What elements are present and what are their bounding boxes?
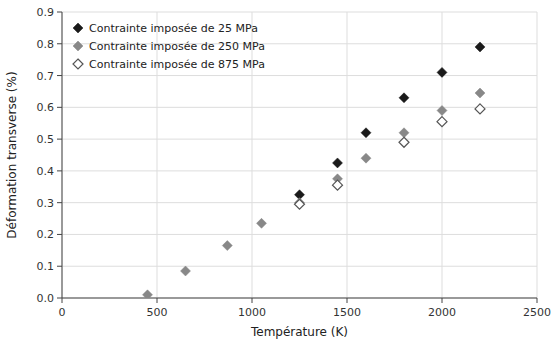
tick-label: 0.6 [37, 101, 55, 114]
tick [57, 43, 62, 44]
tick [347, 298, 348, 303]
point [475, 104, 485, 114]
point [399, 137, 409, 147]
series [295, 104, 486, 209]
tick-label: 0.4 [37, 165, 55, 178]
point [181, 266, 191, 276]
legend-marker [73, 41, 83, 51]
grid-line [62, 12, 537, 13]
tick [57, 107, 62, 108]
grid-line [62, 107, 537, 108]
grid-line [347, 12, 348, 298]
point [475, 88, 485, 98]
grid-line [442, 12, 443, 298]
grid-line [62, 139, 537, 140]
tick [57, 234, 62, 235]
tick [57, 170, 62, 171]
tick [442, 298, 443, 303]
point [143, 290, 153, 298]
points [143, 42, 486, 298]
grid-line [62, 234, 537, 235]
point [437, 67, 447, 77]
point [295, 199, 305, 209]
point [437, 106, 447, 116]
legend-label: Contrainte imposée de 875 MPa [89, 58, 265, 71]
point [399, 128, 409, 138]
legend-marker [73, 59, 83, 69]
tick-label: 1000 [238, 306, 266, 319]
point [333, 180, 343, 190]
point [257, 218, 267, 228]
grid-line [537, 12, 538, 298]
x-axis-label: Température (K) [250, 325, 348, 339]
grid-line [62, 75, 537, 76]
axes: 0.0 0.1 0.2 0.3 0.4 0.5 0.6 0.7 0.8 0.9 0 500 1000 15… [37, 6, 552, 319]
tick-label: 0.9 [37, 6, 55, 19]
legend-label: Contrainte imposée de 250 MPa [89, 40, 265, 53]
tick-label: 0.1 [37, 260, 55, 273]
point [361, 153, 371, 163]
grid-line [252, 12, 253, 298]
grid-line [62, 266, 537, 267]
grid [62, 12, 537, 298]
point [475, 42, 485, 52]
tick [57, 12, 62, 13]
tick-label: 0.0 [37, 292, 55, 305]
tick [157, 298, 158, 303]
tick [57, 298, 62, 299]
tick [62, 298, 63, 303]
tick-label: 0.7 [37, 70, 55, 83]
grid-line [62, 170, 537, 171]
tick [57, 75, 62, 76]
point [361, 128, 371, 138]
y-axis [62, 12, 63, 298]
tick-label: 2500 [523, 306, 551, 319]
point [222, 241, 232, 251]
grid-line [157, 12, 158, 298]
series [295, 42, 486, 200]
grid-line [62, 12, 63, 298]
tick [57, 202, 62, 203]
point [399, 93, 409, 103]
point [333, 158, 343, 168]
tick-label: 0.8 [37, 38, 55, 51]
tick [252, 298, 253, 303]
background [0, 0, 555, 344]
y-axis-label: Déformation transverse (%) [5, 71, 19, 238]
tick-label: 0.2 [37, 228, 55, 241]
grid-line [62, 298, 537, 299]
point [437, 117, 447, 127]
tick-label: 0.5 [37, 133, 55, 146]
tick [537, 298, 538, 303]
chart: 0.0 0.1 0.2 0.3 0.4 0.5 0.6 0.7 0.8 0.9 0 500 1000 15… [0, 0, 555, 344]
x-axis [62, 298, 537, 299]
legend: Contrainte imposée de 25 MPa Contrainte i… [73, 22, 265, 71]
tick-label: 500 [147, 306, 168, 319]
tick-label: 2000 [428, 306, 456, 319]
legend-marker [73, 23, 83, 33]
tick-label: 0.3 [37, 197, 55, 210]
series [143, 88, 486, 298]
tick-label: 0 [59, 306, 66, 319]
legend-label: Contrainte imposée de 25 MPa [89, 22, 258, 35]
tick [57, 266, 62, 267]
tick [57, 139, 62, 140]
tick-label: 1500 [333, 306, 361, 319]
